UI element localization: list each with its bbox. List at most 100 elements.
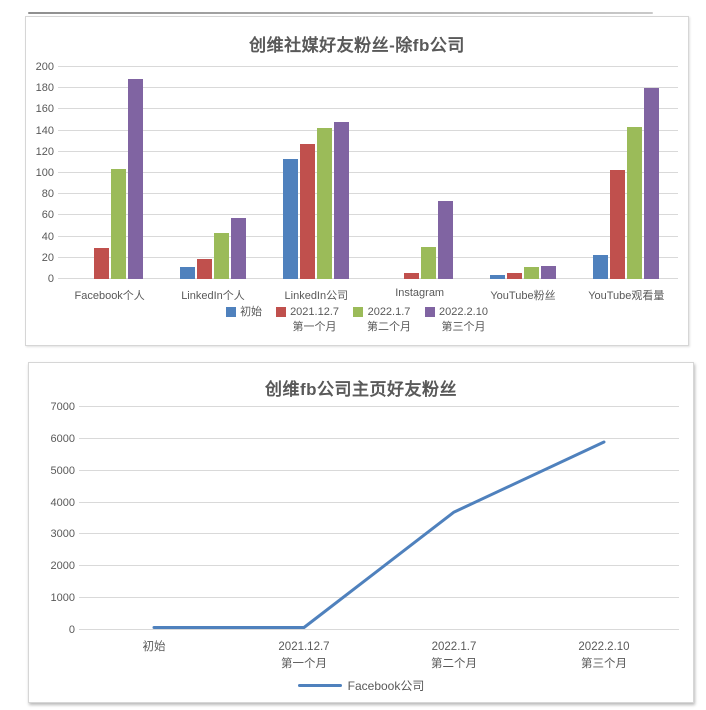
gridline [79, 597, 679, 599]
bar [420, 247, 436, 279]
legend-line-swatch [297, 684, 342, 687]
y-tick-label: 3000 [50, 528, 75, 541]
gridline [79, 469, 679, 471]
legend-label: 2021.12.7 第一个月 [290, 306, 339, 333]
x-category-label: YouTube观看量 [588, 290, 665, 302]
bar-group [265, 67, 368, 279]
bar [127, 78, 143, 279]
bar [300, 144, 316, 279]
bar-group [471, 67, 574, 279]
bar-group [368, 67, 471, 279]
bar [334, 122, 350, 279]
gridline [79, 629, 679, 630]
gridline [58, 172, 678, 173]
gridline [58, 235, 678, 237]
facebook-company-line [152, 440, 606, 629]
gridline [58, 150, 678, 152]
legend-color-swatch [276, 307, 287, 317]
legend-label: 2022.2.10 第三个月 [439, 306, 488, 333]
line-chart-legend: Facebook公司 [29, 677, 693, 694]
gridline [79, 565, 679, 567]
legend-item: 2022.2.10 第三个月 [425, 305, 488, 335]
gridline [58, 193, 678, 195]
y-tick-label: 1000 [50, 592, 75, 605]
y-tick-label: 80 [41, 188, 54, 201]
bar [593, 254, 609, 279]
bar [93, 248, 109, 279]
top-divider-line [28, 12, 653, 14]
y-tick-label: 140 [35, 124, 54, 137]
legend-color-swatch [226, 307, 237, 317]
line-chart-series-svg [152, 440, 606, 629]
x-category-label: 2021.12.7 第一个月 [278, 641, 330, 671]
y-tick-label: 7000 [50, 401, 75, 413]
bar [489, 274, 505, 279]
legend-series-label: Facebook公司 [347, 679, 425, 693]
legend-color-swatch [353, 307, 363, 317]
x-category-label: 2022.1.7 第二个月 [431, 641, 477, 671]
line-chart-plot [79, 406, 679, 630]
bar [317, 128, 333, 279]
legend-item: 2022.1.7 第二个月 [353, 305, 411, 335]
bar [283, 159, 299, 279]
bar [196, 258, 212, 279]
bar-chart-x-axis: Facebook个人 LinkedIn个人 LinkedIn公司 Instagram Y… [58, 287, 678, 303]
bar-chart-y-axis: 0 20 40 60 80 100 120 140 160 180 200 [28, 61, 54, 285]
gridline [79, 437, 679, 439]
bar [506, 272, 522, 279]
x-category-label: YouTube粉丝 [490, 290, 556, 302]
y-tick-label: 0 [47, 273, 54, 285]
gridline [58, 256, 678, 258]
y-tick-label: 4000 [50, 496, 75, 509]
bar-group [575, 67, 678, 279]
y-tick-label: 40 [41, 230, 54, 243]
bar-chart-title: 创维社媒好友粉丝-除fb公司 [249, 36, 465, 55]
line-chart-y-axis: 0 1000 2000 3000 4000 5000 6000 7000 [37, 401, 75, 636]
y-tick-label: 6000 [50, 432, 75, 445]
y-tick-label: 100 [35, 167, 54, 179]
x-category-label: 初始 [142, 641, 166, 653]
bar [523, 267, 539, 279]
legend-item: 初始 [226, 305, 262, 335]
gridline [58, 129, 678, 131]
y-tick-label: 120 [35, 145, 54, 158]
x-category-label: 2022.2.10 第三个月 [578, 641, 630, 671]
y-tick-label: 160 [35, 103, 54, 116]
line-chart-panel[interactable]: 创维fb公司主页好友粉丝 0 1000 2000 3000 4000 5000 6000 70… [28, 362, 694, 703]
y-tick-label: 2000 [50, 560, 75, 573]
bar-chart-legend: 初始 2021.12.7 第一个月 2022.1.7 第二个月 2022.2.10 第… [26, 305, 688, 335]
bar [540, 266, 556, 279]
bar [213, 233, 229, 279]
bar [230, 217, 246, 279]
bar-chart-panel[interactable]: 创维社媒好友粉丝-除fb公司 0 20 40 60 80 100 120 140 160 180 2… [25, 16, 689, 346]
legend-item: 2021.12.7 第一个月 [276, 305, 339, 335]
gridline [58, 66, 678, 67]
bar [110, 168, 126, 279]
bar [437, 200, 453, 279]
x-category-label: LinkedIn个人 [181, 290, 245, 302]
y-tick-label: 180 [35, 82, 54, 95]
bar-group [58, 67, 161, 279]
bar [610, 169, 626, 279]
x-category-label: LinkedIn公司 [284, 290, 349, 302]
gridline [79, 406, 679, 407]
x-category-label: Instagram [395, 287, 445, 299]
bar-chart-plot [58, 66, 678, 279]
legend-color-swatch [425, 307, 435, 317]
line-chart-x-axis: 初始 2021.12.7 第一个月 2022.1.7 第二个月 2022.2.10 第… [79, 639, 679, 674]
x-category-label: Facebook个人 [74, 290, 145, 302]
gridline [58, 278, 678, 279]
bar [403, 272, 419, 279]
bar [644, 88, 660, 279]
y-tick-label: 200 [35, 61, 54, 73]
y-tick-label: 20 [41, 251, 54, 264]
legend-label: 2022.1.7 第二个月 [367, 306, 411, 333]
y-tick-label: 0 [68, 624, 75, 636]
gridline [58, 87, 678, 89]
line-chart-title: 创维fb公司主页好友粉丝 [264, 380, 458, 399]
bar [179, 267, 195, 279]
y-tick-label: 5000 [50, 464, 75, 477]
gridline [58, 108, 678, 110]
gridline [79, 533, 679, 535]
bar-chart-bars [58, 67, 678, 279]
